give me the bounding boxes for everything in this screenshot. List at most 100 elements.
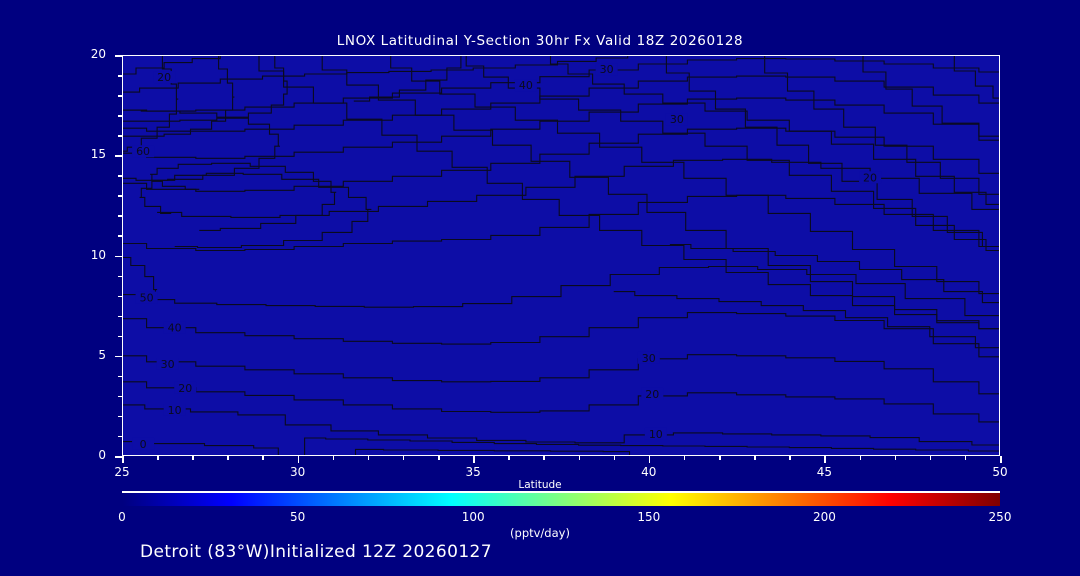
- y-axis-minor-tick: [118, 335, 122, 338]
- contour-line: [139, 172, 372, 249]
- contour-line: [754, 55, 1000, 195]
- contour-label-halo: [135, 291, 158, 304]
- contour-label: 50: [135, 291, 158, 305]
- x-axis-minor-tick: [508, 456, 510, 460]
- contour-line: [150, 162, 337, 231]
- contour-label-halo: [637, 351, 660, 364]
- y-axis-minor-tick: [118, 115, 122, 117]
- contour-label-text: 20: [157, 71, 171, 84]
- y-axis-tick: [115, 55, 122, 57]
- y-axis-minor-tick: [118, 75, 122, 77]
- contour-label: 30: [665, 113, 688, 126]
- x-axis-tick: [824, 456, 826, 463]
- contour-fill-background: [122, 55, 1000, 456]
- contour-label-halo: [595, 63, 618, 76]
- contour-line: [381, 55, 1000, 295]
- colorbar-tick-label: 200: [812, 510, 836, 524]
- footer-caption: Detroit (83°W)Initialized 12Z 20260127: [140, 542, 492, 562]
- contour-label: 10: [163, 403, 186, 417]
- x-axis-minor-tick: [543, 456, 545, 460]
- x-axis-tick: [473, 456, 475, 463]
- contour-line: [311, 55, 1000, 330]
- contour-line: [304, 437, 1000, 456]
- y-axis-minor-tick: [118, 275, 122, 278]
- contour-label-halo: [174, 381, 197, 394]
- contour-label: 30: [156, 357, 179, 371]
- x-axis-tick-label: 25: [114, 465, 130, 479]
- y-axis-minor-tick: [118, 415, 122, 418]
- contour-label-text: 30: [670, 113, 684, 126]
- colorbar-tick-label: 50: [289, 510, 306, 524]
- contour-line: [248, 55, 1000, 330]
- contour-label-halo: [163, 321, 186, 334]
- contour-line: [122, 109, 280, 181]
- contour-label: 0: [132, 437, 155, 451]
- contour-label-halo: [132, 145, 155, 158]
- y-axis-tick-label: 15: [90, 147, 106, 162]
- y-axis-minor-tick: [118, 195, 122, 197]
- contour-label-text: 30: [642, 352, 656, 365]
- x-axis-minor-tick: [894, 456, 897, 460]
- contour-label: 40: [514, 79, 537, 92]
- contour-label-text: 10: [168, 404, 182, 417]
- contour-line: [122, 404, 1000, 446]
- y-axis-tick-label: 20: [90, 47, 106, 61]
- contour-line: [353, 448, 632, 456]
- x-axis-minor-tick: [402, 456, 405, 460]
- contour-label-text: 30: [161, 358, 175, 371]
- contour-line: [157, 158, 1000, 218]
- contour-line: [943, 55, 1000, 99]
- contour-label-text: 20: [645, 388, 659, 401]
- x-axis-minor-tick: [859, 456, 862, 460]
- contour-line: [122, 312, 1000, 358]
- contour-label-halo: [153, 71, 176, 84]
- contour-label-halo: [665, 113, 688, 126]
- x-axis-minor-tick: [227, 456, 229, 460]
- contour-label: 20: [174, 381, 197, 395]
- x-axis-minor-tick: [683, 456, 686, 460]
- contour-line: [669, 243, 1000, 304]
- x-axis-minor-tick: [754, 456, 756, 460]
- contour-label: 40: [163, 321, 186, 335]
- contour-line: [122, 127, 1000, 192]
- x-axis-tick-label: 35: [465, 465, 481, 479]
- contour-label: 20: [859, 171, 882, 184]
- contour-label: 20: [153, 71, 176, 84]
- contour-line: [122, 58, 1000, 112]
- contour-label-text: 30: [600, 63, 614, 76]
- contour-label-text: 20: [178, 382, 192, 395]
- contour-line: [122, 354, 1000, 395]
- contour-line: [122, 194, 1000, 252]
- contour-plot-area: 20 30 60 50 40 30 20 10 0 40 30 20 30 20 10: [122, 55, 1000, 456]
- x-axis-tick: [297, 456, 300, 463]
- contour-line: [852, 55, 1000, 141]
- contour-line: [122, 55, 235, 137]
- colorbar-tick-label: 150: [637, 510, 661, 524]
- contour-label-text: 20: [863, 171, 877, 184]
- y-axis-minor-tick: [118, 135, 122, 137]
- contour-line: [122, 265, 1000, 317]
- y-axis-tick-label: 0: [98, 448, 106, 462]
- contour-line: [122, 75, 1000, 132]
- contour-line: [543, 55, 1000, 205]
- x-axis-minor-tick: [789, 456, 791, 460]
- contour-label: 30: [637, 351, 660, 365]
- y-axis-minor-tick: [118, 395, 122, 398]
- colorbar-units: (pptv/day): [510, 526, 570, 540]
- colorbar-tick-label: 0: [118, 510, 126, 524]
- contour-line: [122, 55, 288, 122]
- contour-line: [613, 291, 1000, 349]
- x-axis-tick-label: 30: [289, 465, 306, 479]
- contour-line: [655, 55, 1000, 248]
- contour-label-text: 0: [140, 438, 147, 451]
- contour-label-halo: [163, 403, 186, 416]
- x-axis-tick-label: 50: [992, 465, 1008, 479]
- contour-label-halo: [644, 427, 667, 440]
- y-axis-minor-tick: [118, 95, 122, 97]
- x-axis-tick: [122, 456, 124, 463]
- y-axis-minor-tick: [118, 435, 122, 438]
- colorbar-title: Latitude: [518, 479, 562, 491]
- x-axis-minor-tick: [192, 456, 194, 460]
- contour-line: [122, 55, 642, 93]
